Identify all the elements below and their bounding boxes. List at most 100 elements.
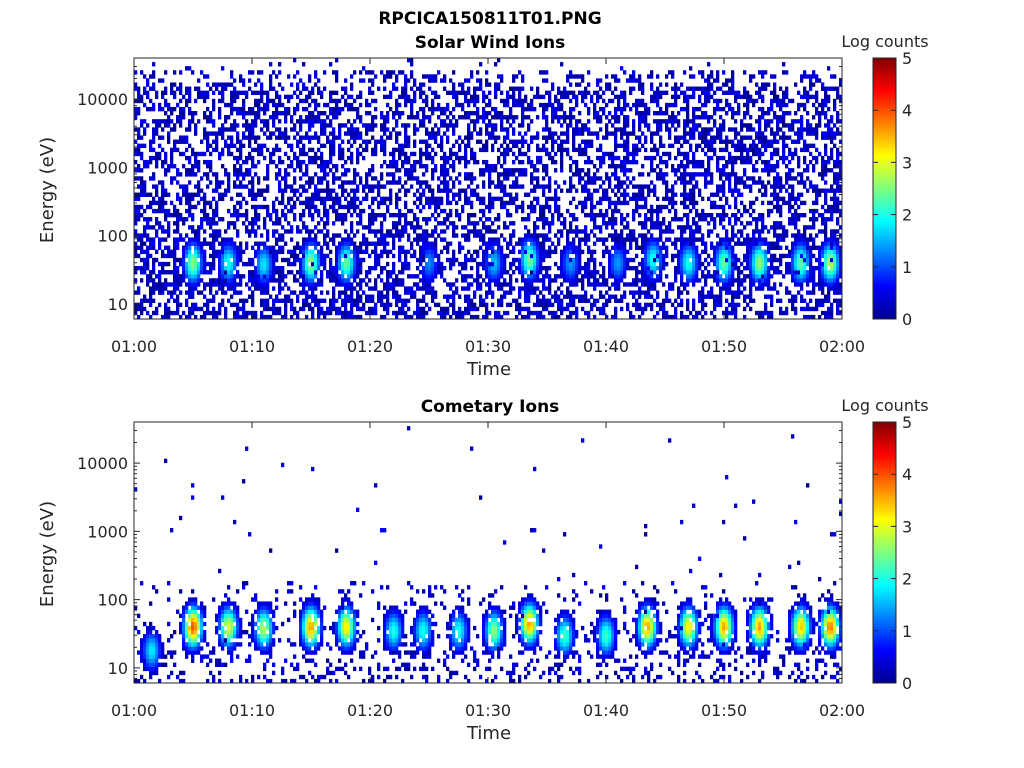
heatmap-cell: [821, 176, 825, 181]
heatmap-cell: [488, 196, 492, 202]
heatmap-cell: [710, 290, 714, 295]
heatmap-cell: [743, 306, 747, 312]
heatmap-cell: [692, 257, 696, 263]
heatmap-cell: [422, 188, 426, 193]
heatmap-cell: [524, 282, 528, 287]
heatmap-cell: [599, 208, 603, 214]
heatmap-cell: [557, 212, 561, 218]
heatmap-cell: [491, 168, 495, 173]
heatmap-cell: [533, 270, 537, 275]
heatmap-cell: [398, 306, 402, 312]
heatmap-cell: [683, 257, 687, 263]
heatmap-cell: [647, 282, 651, 287]
heatmap-cell: [365, 172, 369, 177]
heatmap-cell: [605, 221, 609, 226]
heatmap-cell: [599, 261, 603, 267]
heatmap-cell: [497, 245, 501, 250]
heatmap-cell: [794, 225, 798, 230]
heatmap-cell: [650, 208, 654, 214]
heatmap-cell: [626, 225, 630, 230]
heatmap-cell: [815, 298, 819, 303]
heatmap-cell: [668, 225, 672, 230]
heatmap-cell: [491, 257, 495, 263]
heatmap-cell: [308, 233, 312, 238]
heatmap-cell: [761, 274, 765, 279]
heatmap-cell: [212, 257, 216, 263]
heatmap-cell: [437, 253, 441, 259]
heatmap-cell: [815, 192, 819, 197]
heatmap-cell: [836, 204, 840, 210]
heatmap-cell: [578, 237, 582, 242]
heatmap-cell: [812, 245, 816, 250]
heatmap-cell: [713, 192, 717, 197]
heatmap-cell: [602, 188, 606, 193]
heatmap-cell: [392, 164, 396, 169]
heatmap-cell: [452, 184, 456, 189]
heatmap-cell: [401, 249, 405, 255]
heatmap-cell: [392, 253, 396, 259]
heatmap-cell: [383, 282, 387, 287]
heatmap-cell: [683, 192, 687, 197]
heatmap-cell: [254, 204, 258, 210]
heatmap-cell: [803, 270, 807, 275]
heatmap-cell: [383, 237, 387, 242]
heatmap-cell: [527, 282, 531, 287]
heatmap-cell: [824, 257, 828, 263]
heatmap-cell: [605, 245, 609, 250]
heatmap-cell: [449, 282, 453, 287]
heatmap-cell: [491, 274, 495, 279]
heatmap-cell: [221, 253, 225, 259]
heatmap-cell: [326, 241, 330, 246]
heatmap-cell: [311, 237, 315, 242]
heatmap-cell: [467, 274, 471, 279]
heatmap-cell: [575, 204, 579, 210]
heatmap-cell: [794, 310, 798, 316]
heatmap-cell: [560, 265, 564, 271]
heatmap-cell: [833, 180, 837, 185]
heatmap-cell: [671, 164, 675, 169]
heatmap-cell: [254, 229, 258, 234]
heatmap-cell: [719, 245, 723, 250]
heatmap-cell: [155, 217, 159, 222]
heatmap-cell: [746, 184, 750, 189]
heatmap-cell: [212, 241, 216, 246]
heatmap-cell: [659, 172, 663, 177]
heatmap-cell: [341, 164, 345, 169]
heatmap-cell: [812, 225, 816, 230]
heatmap-cell: [410, 164, 414, 169]
heatmap-cell: [428, 217, 432, 222]
heatmap-cell: [263, 249, 267, 255]
heatmap-cell: [347, 278, 351, 283]
heatmap-cell: [470, 257, 474, 263]
heatmap-cell: [293, 180, 297, 185]
heatmap-cell: [326, 159, 330, 165]
heatmap-cell: [236, 212, 240, 218]
heatmap-cell: [572, 184, 576, 189]
heatmap-cell: [776, 233, 780, 238]
heatmap-cell: [491, 261, 495, 267]
heatmap-cell: [410, 290, 414, 295]
heatmap-cell: [218, 233, 222, 238]
heatmap-cell: [479, 196, 483, 202]
heatmap-cell: [536, 237, 540, 242]
heatmap-cell: [593, 278, 597, 283]
heatmap-cell: [791, 233, 795, 238]
heatmap-cell: [674, 200, 678, 206]
heatmap-cell: [665, 184, 669, 189]
heatmap-cell: [299, 257, 303, 263]
heatmap-cell: [803, 245, 807, 250]
heatmap-cell: [368, 253, 372, 259]
heatmap-cell: [464, 200, 468, 206]
heatmap-cell: [587, 249, 591, 255]
heatmap-cell: [155, 274, 159, 279]
heatmap-cell: [227, 180, 231, 185]
heatmap-cell: [716, 302, 720, 308]
heatmap-cell: [491, 221, 495, 226]
heatmap-cell: [434, 265, 438, 271]
heatmap-cell: [641, 172, 645, 177]
heatmap-cell: [716, 261, 720, 267]
heatmap-cell: [482, 180, 486, 185]
heatmap-cell: [239, 306, 243, 312]
heatmap-cell: [542, 176, 546, 181]
heatmap-cell: [536, 298, 540, 303]
